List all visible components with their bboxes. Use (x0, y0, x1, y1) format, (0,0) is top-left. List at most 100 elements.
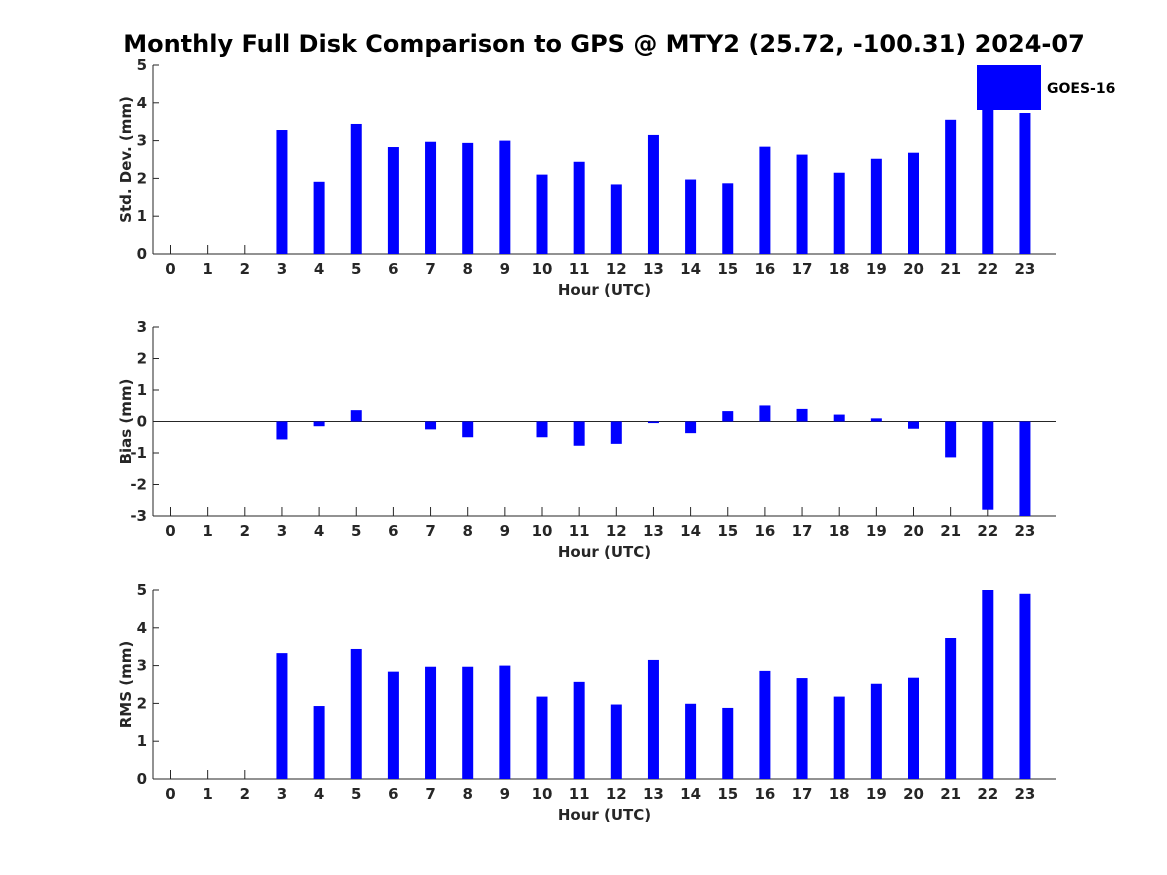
rms-y-tick-label: 4 (137, 619, 147, 637)
rms-x-tick-label: 15 (717, 785, 738, 803)
std-dev-y-tick-label: 1 (137, 207, 147, 225)
std-dev-x-tick-label: 11 (569, 260, 590, 278)
std-dev-x-tick-label: 10 (532, 260, 553, 278)
rms-x-tick-label: 8 (462, 785, 472, 803)
std-dev-x-tick-label: 5 (351, 260, 361, 278)
rms-bar-hour-10 (536, 696, 548, 779)
rms-bar-hour-4 (313, 706, 325, 779)
bias-x-tick-label: 23 (1015, 522, 1036, 540)
legend-label-goes-16: GOES-16 (1047, 81, 1115, 97)
std-dev-bar-hour-5 (350, 123, 362, 254)
rms-y-tick-label: 3 (137, 657, 147, 675)
std-dev-bar-hour-9 (499, 140, 511, 254)
std-dev-bar-hour-21 (945, 119, 957, 254)
rms-bar-hour-9 (499, 665, 511, 779)
std-dev-x-tick-label: 21 (940, 260, 961, 278)
figure-title: Monthly Full Disk Comparison to GPS @ MT… (123, 30, 1085, 58)
std-dev-bar-hour-4 (313, 181, 325, 254)
rms-x-axis-label: Hour (UTC) (558, 806, 651, 824)
bias-bar-hour-10 (536, 421, 548, 438)
rms-x-tick-label: 23 (1015, 785, 1036, 803)
bias-bar-hour-11 (573, 421, 585, 446)
bias-bar-hour-18 (833, 414, 845, 422)
std-dev-y-tick-label: 2 (137, 169, 147, 187)
std-dev-bar-hour-14 (685, 179, 697, 254)
bias-x-tick-label: 10 (532, 522, 553, 540)
bias-x-tick-label: 4 (314, 522, 324, 540)
bias-y-tick-label: -2 (130, 476, 147, 494)
std-dev-x-tick-label: 20 (903, 260, 924, 278)
bias-bar-hour-7 (425, 421, 437, 430)
bias-x-tick-label: 11 (569, 522, 590, 540)
rms-x-tick-label: 0 (165, 785, 175, 803)
std-dev-x-tick-label: 0 (165, 260, 175, 278)
std-dev-bar-hour-8 (462, 142, 474, 254)
std-dev-bar-hour-12 (610, 184, 622, 254)
bias-x-tick-label: 14 (680, 522, 701, 540)
rms-y-tick-label: 0 (137, 770, 147, 788)
std-dev-bar-hour-22 (982, 108, 994, 254)
bias-x-tick-label: 0 (165, 522, 175, 540)
rms-bar-hour-23 (1019, 593, 1031, 779)
legend-swatch-goes-16 (977, 65, 1041, 110)
std-dev-x-tick-label: 17 (792, 260, 813, 278)
std-dev-x-tick-label: 23 (1015, 260, 1036, 278)
bias-y-tick-label: -1 (130, 444, 147, 462)
std-dev-x-tick-label: 3 (277, 260, 287, 278)
rms-x-tick-label: 10 (532, 785, 553, 803)
bias-x-tick-label: 1 (202, 522, 212, 540)
bias-bar-hour-21 (945, 421, 957, 458)
bias-x-tick-label: 20 (903, 522, 924, 540)
std-dev-bar-hour-6 (387, 147, 399, 254)
std-dev-bar-hour-23 (1019, 113, 1031, 254)
bias-x-tick-label: 2 (240, 522, 250, 540)
bias-bar-hour-19 (870, 418, 882, 422)
rms-bar-hour-3 (276, 653, 288, 779)
rms-x-tick-label: 1 (202, 785, 212, 803)
bias-x-tick-label: 15 (717, 522, 738, 540)
bias-y-tick-label: 3 (137, 318, 147, 336)
rms-bar-hour-12 (610, 704, 622, 779)
std-dev-x-tick-label: 8 (462, 260, 472, 278)
rms-bar-hour-19 (870, 683, 882, 779)
std-dev-bar-hour-20 (908, 152, 919, 254)
bias-bar-hour-4 (313, 421, 325, 427)
rms-x-tick-label: 9 (500, 785, 510, 803)
rms-bar-hour-8 (462, 666, 474, 779)
rms-x-tick-label: 19 (866, 785, 887, 803)
std-dev-bar-hour-3 (276, 130, 288, 254)
std-dev-bar-hour-15 (722, 183, 734, 254)
bias-y-tick-label: 0 (137, 413, 147, 431)
rms-x-tick-label: 11 (569, 785, 590, 803)
bias-x-tick-label: 6 (388, 522, 398, 540)
bias-y-tick-label: -3 (130, 507, 147, 525)
bias-y-tick-label: 1 (137, 381, 147, 399)
bias-bar-hour-22 (982, 421, 994, 510)
std-dev-y-axis-label: Std. Dev. (mm) (117, 96, 135, 223)
rms-x-tick-label: 14 (680, 785, 701, 803)
rms-x-tick-label: 17 (792, 785, 813, 803)
bias-bar-hour-14 (685, 421, 697, 434)
rms-bar-hour-13 (647, 659, 659, 779)
bias-x-tick-label: 8 (462, 522, 472, 540)
rms-x-tick-label: 5 (351, 785, 361, 803)
std-dev-x-axis-label: Hour (UTC) (558, 281, 651, 299)
bias-bar-hour-12 (610, 421, 622, 444)
std-dev-bar-hour-13 (647, 134, 659, 254)
rms-bar-hour-11 (573, 681, 585, 779)
bias-x-tick-label: 7 (425, 522, 435, 540)
std-dev-bar-hour-7 (425, 141, 437, 254)
legend: GOES-16 (977, 65, 1115, 110)
std-dev-x-tick-label: 15 (717, 260, 738, 278)
bias-bar-hour-5 (350, 410, 362, 422)
std-dev-x-tick-label: 16 (754, 260, 775, 278)
rms-x-tick-label: 13 (643, 785, 664, 803)
rms-bar-hour-6 (387, 671, 399, 779)
rms-x-tick-label: 4 (314, 785, 324, 803)
bias-x-tick-label: 3 (277, 522, 287, 540)
rms-bar-hour-5 (350, 648, 362, 779)
std-dev-y-tick-label: 3 (137, 132, 147, 150)
std-dev-x-tick-label: 7 (425, 260, 435, 278)
